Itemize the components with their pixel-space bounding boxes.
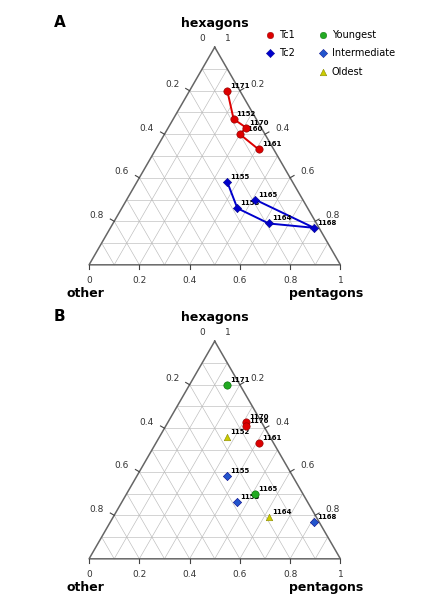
Text: pentagons: pentagons <box>289 581 363 595</box>
Text: 0: 0 <box>199 34 205 43</box>
Text: 0.8: 0.8 <box>326 211 340 220</box>
Text: other: other <box>66 287 104 301</box>
Point <box>224 86 231 95</box>
Text: 0.2: 0.2 <box>132 569 146 578</box>
Text: 1161: 1161 <box>262 142 281 148</box>
Point <box>255 439 262 448</box>
Text: 0.2: 0.2 <box>250 374 264 383</box>
Point <box>311 223 318 233</box>
Point <box>224 178 231 187</box>
Text: 0.6: 0.6 <box>114 461 129 470</box>
Text: 1155: 1155 <box>230 468 250 474</box>
Point <box>251 489 258 499</box>
Point <box>319 49 326 58</box>
Text: 0.8: 0.8 <box>90 505 104 514</box>
Text: 1171: 1171 <box>230 83 250 89</box>
Text: 0.2: 0.2 <box>165 374 179 383</box>
Text: 0.4: 0.4 <box>183 569 197 578</box>
Point <box>224 380 231 389</box>
Text: 1153: 1153 <box>240 200 260 206</box>
Text: 1165: 1165 <box>258 485 277 491</box>
Text: B: B <box>54 308 66 323</box>
Text: 0.4: 0.4 <box>275 124 290 133</box>
Text: Intermediate: Intermediate <box>332 49 395 58</box>
Text: 1: 1 <box>225 328 231 337</box>
Point <box>243 417 250 427</box>
Point <box>311 517 318 527</box>
Point <box>243 421 250 431</box>
Text: 1153: 1153 <box>240 494 260 500</box>
Text: hexagons: hexagons <box>181 311 249 323</box>
Text: other: other <box>66 581 104 595</box>
Text: 0.4: 0.4 <box>140 124 154 133</box>
Point <box>243 123 250 133</box>
Point <box>230 114 237 124</box>
Text: Tc2: Tc2 <box>279 49 295 58</box>
Text: A: A <box>54 14 66 29</box>
Text: 1161: 1161 <box>262 436 281 442</box>
Text: 1171: 1171 <box>230 377 250 383</box>
Text: 0.8: 0.8 <box>326 505 340 514</box>
Text: 0.8: 0.8 <box>283 275 297 284</box>
Text: hexagons: hexagons <box>181 17 249 29</box>
Text: 1152: 1152 <box>230 429 250 435</box>
Text: 0.2: 0.2 <box>165 80 179 89</box>
Point <box>224 472 231 481</box>
Text: 1152: 1152 <box>236 111 256 117</box>
Point <box>267 30 274 40</box>
Text: 1165: 1165 <box>258 191 277 197</box>
Text: Oldest: Oldest <box>332 67 363 77</box>
Text: 0: 0 <box>86 569 92 578</box>
Text: 1160: 1160 <box>243 126 262 132</box>
Text: 1164: 1164 <box>272 215 291 221</box>
Point <box>319 30 326 40</box>
Text: Youngest: Youngest <box>332 29 376 40</box>
Text: 0.4: 0.4 <box>183 275 197 284</box>
Text: 0: 0 <box>86 275 92 284</box>
Text: 0.4: 0.4 <box>140 418 154 427</box>
Point <box>236 130 243 139</box>
Text: 1176: 1176 <box>249 418 268 424</box>
Text: 0.2: 0.2 <box>250 80 264 89</box>
Text: pentagons: pentagons <box>289 287 363 301</box>
Text: 0.8: 0.8 <box>90 211 104 220</box>
Point <box>255 145 262 154</box>
Text: 0.6: 0.6 <box>114 167 129 176</box>
Text: 0.2: 0.2 <box>132 275 146 284</box>
Text: 0.6: 0.6 <box>301 461 315 470</box>
Point <box>267 49 274 58</box>
Point <box>224 432 231 442</box>
Text: 0.8: 0.8 <box>283 569 297 578</box>
Text: 1170: 1170 <box>249 119 269 125</box>
Text: 1164: 1164 <box>272 509 291 515</box>
Text: 0.4: 0.4 <box>275 418 290 427</box>
Text: 0.6: 0.6 <box>232 569 247 578</box>
Text: 1168: 1168 <box>317 220 336 226</box>
Point <box>265 218 272 228</box>
Point <box>251 195 258 205</box>
Text: 1: 1 <box>337 275 343 284</box>
Text: 1: 1 <box>225 34 231 43</box>
Text: 1168: 1168 <box>317 514 336 520</box>
Point <box>234 497 241 507</box>
Point <box>319 68 326 77</box>
Text: 1: 1 <box>337 569 343 578</box>
Text: 0.6: 0.6 <box>232 275 247 284</box>
Point <box>234 203 241 213</box>
Point <box>265 512 272 522</box>
Text: 1155: 1155 <box>230 174 250 180</box>
Text: 0: 0 <box>199 328 205 337</box>
Text: 1170: 1170 <box>249 413 269 419</box>
Text: 0.6: 0.6 <box>301 167 315 176</box>
Text: Tc1: Tc1 <box>279 29 295 40</box>
